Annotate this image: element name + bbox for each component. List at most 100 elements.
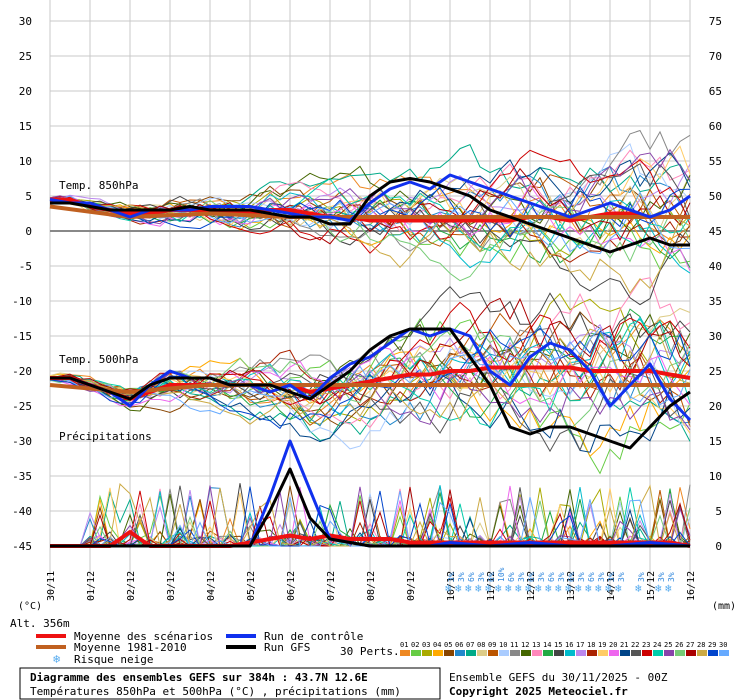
snowflake-icon: ❄ — [445, 582, 452, 595]
snow-risk-percent: 6% — [487, 572, 496, 582]
pert-number: 10 — [499, 641, 507, 649]
legend-control: Run de contrôle — [264, 630, 363, 643]
pert-number: 14 — [543, 641, 551, 649]
pert-number: 19 — [598, 641, 606, 649]
x-tick-label: 02/12 — [126, 571, 137, 601]
snow-risk-percent: 3% — [637, 572, 646, 582]
pert-color-swatch — [719, 650, 729, 656]
label-t850: Temp. 850hPa — [59, 179, 138, 192]
gfs-t850-line — [50, 177, 690, 254]
right-axis-unit: (mm) — [712, 601, 736, 612]
x-tick-label: 07/12 — [326, 571, 337, 601]
x-tick-label: 03/12 — [166, 571, 177, 601]
right-tick-label: 70 — [709, 50, 722, 63]
x-tick-label: 12/12 — [526, 571, 537, 601]
pert-color-swatch — [697, 650, 707, 656]
right-tick-label: 65 — [709, 85, 722, 98]
x-tick-label: 05/12 — [246, 571, 257, 601]
snow-risk-percent: 6% — [467, 572, 476, 582]
x-tick-label: 04/12 — [206, 571, 217, 601]
x-tick-label: 13/12 — [566, 571, 577, 601]
pert-color-swatch — [642, 650, 652, 656]
perturbation-8-t500 — [49, 307, 691, 410]
snow-risk-percent: 3% — [667, 572, 676, 582]
pert-number: 07 — [466, 641, 474, 649]
left-tick-label: -10 — [12, 295, 32, 308]
altitude-label: Alt. 356m — [10, 617, 70, 630]
x-tick-label: 11/12 — [486, 571, 497, 601]
pert-number: 03 — [422, 641, 430, 649]
right-tick-label: 15 — [709, 435, 722, 448]
snow-risk-percent: 6% — [587, 572, 596, 582]
right-tick-label: 25 — [709, 365, 722, 378]
pert-number: 23 — [642, 641, 650, 649]
left-tick-label: -15 — [12, 330, 32, 343]
pert-color-swatch — [686, 650, 696, 656]
right-tick-label: 10 — [709, 470, 722, 483]
perturbation-20-t500 — [49, 346, 691, 407]
snow-risk-percent: 3% — [537, 572, 546, 582]
snow-risk-percent: 3% — [447, 572, 456, 582]
pert-number: 28 — [697, 641, 705, 649]
legend: Moyenne des scénarios Moyenne 1981-2010 … — [36, 630, 729, 666]
pert-number: 29 — [708, 641, 716, 649]
x-tick-label: 06/12 — [286, 571, 297, 601]
pert-color-swatch — [499, 650, 509, 656]
footer-box — [19, 667, 441, 700]
right-tick-label: 55 — [709, 155, 722, 168]
left-tick-label: 25 — [19, 50, 32, 63]
left-tick-label: 20 — [19, 85, 32, 98]
left-tick-label: -45 — [12, 540, 32, 553]
pert-color-swatch — [477, 650, 487, 656]
pert-color-swatch — [576, 650, 586, 656]
snowflake-icon: ❄ — [505, 582, 512, 595]
pert-number: 12 — [521, 641, 529, 649]
left-axis-unit: (°C) — [18, 601, 42, 612]
footer-subtitle: Températures 850hPa et 500hPa (°C) , pré… — [30, 685, 401, 698]
pert-number: 18 — [587, 641, 595, 649]
pert-color-swatch — [565, 650, 575, 656]
snow-risk-row: 3%❄3%❄6%❄3%❄6%❄10%❄6%❄3%❄6%❄3%❄6%❄3%❄6%❄… — [445, 567, 676, 595]
pert-number: 21 — [620, 641, 628, 649]
right-tick-label: 0 — [715, 540, 722, 553]
left-axis-ticks: 30 25 20 15 10 5 0 -5 -10 -15 -20 -25 -30 -35 -40 -45 — [12, 15, 32, 553]
right-tick-label: 60 — [709, 120, 722, 133]
gfs-precip-line — [50, 467, 690, 548]
pert-color-swatch — [411, 650, 421, 656]
left-tick-label: -35 — [12, 470, 32, 483]
label-t500: Temp. 500hPa — [59, 353, 138, 366]
pert-color-swatch — [466, 650, 476, 656]
pert-color-swatch — [543, 650, 553, 656]
pert-number: 16 — [565, 641, 573, 649]
pert-color-swatch — [664, 650, 674, 656]
left-tick-label: -25 — [12, 400, 32, 413]
pert-color-swatch — [587, 650, 597, 656]
left-tick-label: 15 — [19, 120, 32, 133]
left-tick-label: 30 — [19, 15, 32, 28]
pert-color-swatch — [532, 650, 542, 656]
pert-number: 13 — [532, 641, 540, 649]
right-tick-label: 20 — [709, 400, 722, 413]
pert-color-swatch — [609, 650, 619, 656]
pert-number: 26 — [675, 641, 683, 649]
snow-risk-percent: 3% — [477, 572, 486, 582]
x-tick-label: 01/12 — [86, 571, 97, 601]
right-tick-label: 45 — [709, 225, 722, 238]
x-axis-ticks: 30/11 01/12 02/12 03/12 04/12 05/12 06/12 07/12… — [46, 571, 697, 601]
footer-run: Ensemble GEFS du 30/11/2025 - 00Z — [449, 671, 668, 684]
pert-number: 17 — [576, 641, 584, 649]
left-tick-label: 5 — [25, 190, 32, 203]
pert-number: 02 — [411, 641, 419, 649]
snowflake-icon: ❄ — [555, 582, 562, 595]
right-tick-label: 75 — [709, 15, 722, 28]
snow-risk-percent: 6% — [567, 572, 576, 582]
left-tick-label: -40 — [12, 505, 32, 518]
pert-number: 22 — [631, 641, 639, 649]
pert-color-swatch — [598, 650, 608, 656]
perturbation-29-t850 — [49, 186, 691, 238]
snow-risk-percent: 3% — [657, 572, 666, 582]
gfs-t500-line — [50, 327, 691, 450]
pert-number: 04 — [433, 641, 441, 649]
pert-number: 24 — [653, 641, 661, 649]
